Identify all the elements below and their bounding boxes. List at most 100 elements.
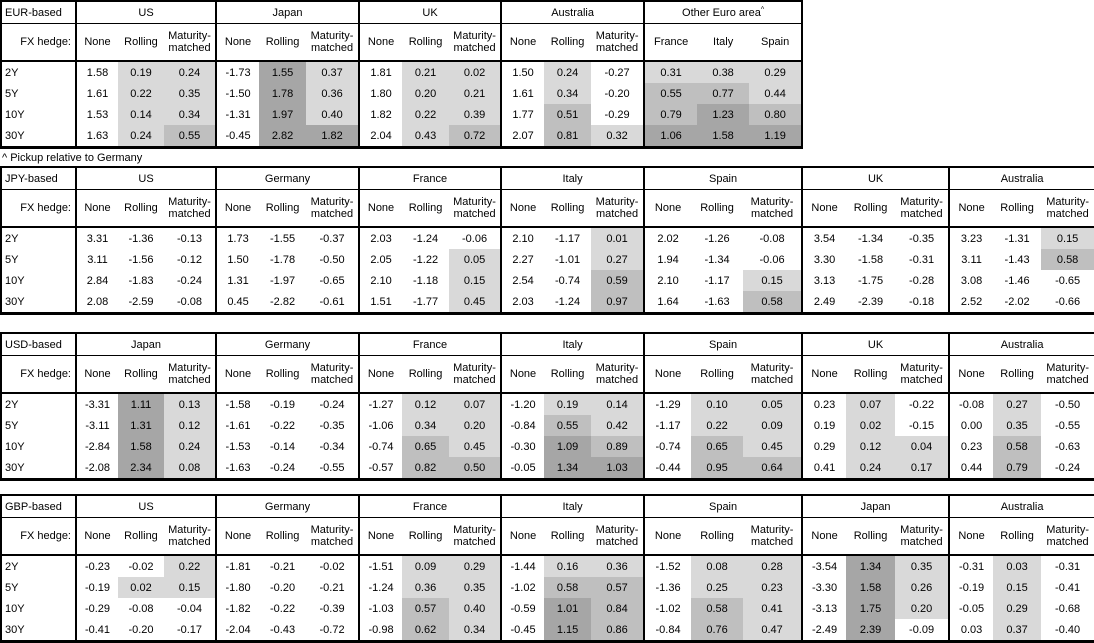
col-header-maturity-matched: Maturity-matched bbox=[164, 517, 217, 556]
col-header-maturity-matched: Maturity-matched bbox=[449, 355, 502, 394]
col-header-maturity-matched: Maturity-matched bbox=[306, 355, 360, 394]
data-cell: 0.35 bbox=[164, 83, 217, 104]
data-cell: -1.50 bbox=[215, 83, 260, 104]
data-cell: -2.04 bbox=[215, 619, 260, 642]
data-cell: -0.27 bbox=[604, 66, 630, 79]
data-cell: 0.15 bbox=[449, 270, 502, 291]
data-cell: 0.79 bbox=[643, 104, 698, 125]
data-cell: 2.54 bbox=[500, 270, 545, 291]
col-header-maturity-matched: Maturity-matched bbox=[1041, 517, 1094, 556]
data-cell: 0.14 bbox=[591, 393, 645, 415]
col-header-none: None bbox=[75, 189, 118, 228]
data-cell: -0.09 bbox=[909, 623, 935, 636]
data-cell: 0.19 bbox=[544, 393, 592, 415]
fx-hedge-label: FX hedge: bbox=[1, 189, 76, 228]
data-cell: 1.80 bbox=[358, 83, 403, 104]
data-cell: 1.06 bbox=[643, 125, 698, 148]
data-cell: 1.73 bbox=[215, 227, 260, 249]
data-cell: -0.24 bbox=[319, 398, 345, 411]
data-cell: -0.28 bbox=[909, 274, 935, 287]
col-header-none: None bbox=[358, 355, 403, 394]
data-cell: 0.02 bbox=[846, 415, 896, 436]
group-header-japan: Japan bbox=[74, 333, 217, 356]
data-cell: 0.12 bbox=[402, 393, 450, 415]
data-cell: 0.34 bbox=[544, 83, 592, 104]
col-header-rolling: Rolling bbox=[118, 355, 164, 394]
data-cell: 0.29 bbox=[801, 436, 847, 457]
data-cell: -3.13 bbox=[801, 598, 847, 619]
data-cell: 1.11 bbox=[118, 393, 164, 415]
data-cell: 1.58 bbox=[118, 436, 164, 457]
col-header-spain: Spain bbox=[749, 23, 803, 62]
data-cell: -1.22 bbox=[412, 253, 439, 266]
data-cell: -1.46 bbox=[1004, 274, 1030, 287]
data-cell: 0.02 bbox=[118, 577, 164, 598]
data-cell: -1.02 bbox=[643, 598, 692, 619]
gbp-based-label: GBP-based bbox=[1, 495, 76, 518]
data-cell: 3.54 bbox=[801, 227, 847, 249]
group-header-france: France bbox=[358, 495, 502, 518]
data-cell: 0.44 bbox=[749, 83, 803, 104]
data-cell: -2.02 bbox=[1004, 295, 1030, 308]
data-cell: -1.51 bbox=[358, 555, 403, 577]
data-cell: 0.03 bbox=[948, 619, 994, 642]
data-cell: -0.45 bbox=[215, 125, 260, 148]
maturity-row-label: 30Y bbox=[5, 295, 25, 308]
data-cell: -1.44 bbox=[500, 555, 545, 577]
data-cell: 2.34 bbox=[118, 457, 164, 480]
col-header-none: None bbox=[801, 355, 847, 394]
group-header-spain: Spain bbox=[643, 495, 803, 518]
data-cell: 1.75 bbox=[846, 598, 896, 619]
data-cell: 0.41 bbox=[743, 598, 803, 619]
data-cell: 0.39 bbox=[449, 104, 502, 125]
data-cell: 2.84 bbox=[75, 270, 118, 291]
data-cell: 0.44 bbox=[948, 457, 994, 480]
data-cell: 0.34 bbox=[164, 104, 217, 125]
col-header-none: None bbox=[215, 355, 260, 394]
data-cell: 0.65 bbox=[691, 436, 744, 457]
col-header-maturity-matched: Maturity-matched bbox=[449, 517, 502, 556]
maturity-row-label: 5Y bbox=[5, 87, 19, 100]
group-header-germany: Germany bbox=[215, 167, 360, 190]
data-cell: -1.31 bbox=[1004, 232, 1030, 245]
col-header-none: None bbox=[948, 355, 994, 394]
col-header-maturity-matched: Maturity-matched bbox=[591, 517, 645, 556]
col-header-italy: Italy bbox=[697, 23, 750, 62]
usd-based-table: USD-based Japan Germany France Italy Spain UK A… bbox=[0, 332, 1094, 481]
data-cell: -0.22 bbox=[269, 419, 296, 432]
data-cell: 0.28 bbox=[743, 555, 803, 577]
col-header-rolling: Rolling bbox=[544, 189, 592, 228]
data-cell: 0.95 bbox=[691, 457, 744, 480]
data-cell: 0.37 bbox=[306, 61, 360, 83]
col-header-maturity-matched: Maturity-matched bbox=[306, 23, 360, 62]
col-header-france: France bbox=[643, 23, 698, 62]
data-cell: 0.57 bbox=[591, 577, 645, 598]
col-header-none: None bbox=[215, 189, 260, 228]
data-cell: -1.01 bbox=[555, 253, 581, 266]
data-cell: 0.00 bbox=[948, 415, 994, 436]
data-cell: 0.24 bbox=[544, 61, 592, 83]
data-cell: -0.20 bbox=[604, 87, 630, 100]
data-cell: 0.26 bbox=[895, 577, 950, 598]
maturity-row-label: 2Y bbox=[5, 398, 19, 411]
data-cell: 0.55 bbox=[643, 83, 698, 104]
data-cell: 1.78 bbox=[259, 83, 307, 104]
data-cell: 0.09 bbox=[402, 555, 450, 577]
data-cell: 0.20 bbox=[895, 598, 950, 619]
data-cell: 2.39 bbox=[846, 619, 896, 642]
data-cell: 0.81 bbox=[544, 125, 592, 148]
table-gap bbox=[0, 481, 1094, 494]
data-cell: 2.10 bbox=[500, 227, 545, 249]
data-cell: 0.36 bbox=[591, 555, 645, 577]
data-cell: 2.04 bbox=[358, 125, 403, 148]
col-header-none: None bbox=[358, 189, 403, 228]
data-cell: -1.78 bbox=[269, 253, 296, 266]
data-cell: -1.36 bbox=[128, 232, 154, 245]
data-cell: 1.51 bbox=[358, 291, 403, 314]
group-header-australia: Australia bbox=[948, 495, 1094, 518]
data-cell: -1.26 bbox=[704, 232, 730, 245]
data-cell: -0.74 bbox=[643, 436, 692, 457]
data-cell: -1.52 bbox=[643, 555, 692, 577]
data-cell: 1.97 bbox=[259, 104, 307, 125]
data-cell: -0.15 bbox=[909, 419, 935, 432]
